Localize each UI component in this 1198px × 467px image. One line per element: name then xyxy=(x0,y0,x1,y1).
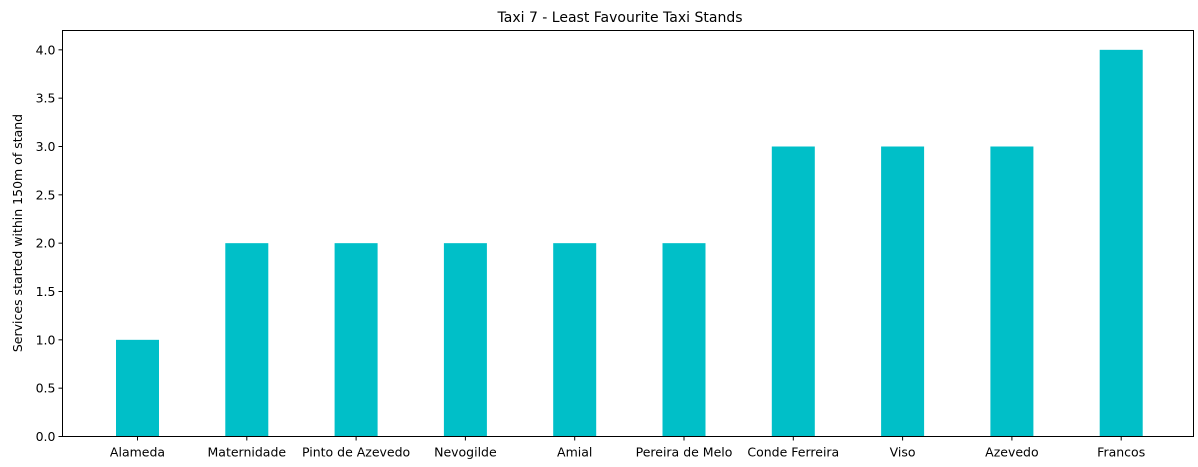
x-tick-label: Nevogilde xyxy=(434,445,497,460)
x-tick-label: Maternidade xyxy=(208,445,287,460)
bar-francos xyxy=(1099,49,1143,437)
x-tick-label: Alameda xyxy=(110,445,165,460)
bar-pereira-de-melo xyxy=(662,243,706,437)
y-axis: 0.0 0.5 1.0 1.5 2.0 2.5 3.0 3.5 4.0 xyxy=(36,42,63,444)
bar-alameda xyxy=(116,339,159,437)
x-tick-label: Conde Ferreira xyxy=(747,445,839,460)
plot-frame xyxy=(62,30,1194,437)
x-axis: Alameda Maternidade Pinto de Azevedo Nevogi… xyxy=(110,436,1145,460)
y-tick-label: 0.0 xyxy=(36,429,56,444)
x-tick-label: Azevedo xyxy=(985,445,1038,460)
bar-amial xyxy=(553,243,597,437)
bar-nevogilde xyxy=(443,243,487,437)
y-tick-label: 2.5 xyxy=(36,187,56,202)
bar-pinto-de-azevedo xyxy=(334,243,378,437)
x-tick-label: Pinto de Azevedo xyxy=(302,445,410,460)
y-tick-label: 4.0 xyxy=(36,42,56,57)
bar-viso xyxy=(881,146,925,437)
y-tick-label: 3.5 xyxy=(36,91,56,106)
bar-azevedo xyxy=(990,146,1034,437)
x-tick-label: Francos xyxy=(1097,445,1145,460)
x-tick-label: Viso xyxy=(890,445,916,460)
x-tick-label: Pereira de Melo xyxy=(636,445,733,460)
chart-title: Taxi 7 - Least Favourite Taxi Stands xyxy=(497,10,743,26)
y-tick-label: 2.0 xyxy=(36,236,56,251)
y-tick-label: 0.5 xyxy=(36,381,56,396)
y-axis-label: Services started within 150m of stand xyxy=(10,114,25,352)
y-tick-label: 1.5 xyxy=(36,284,56,299)
x-tick-label: Amial xyxy=(557,445,592,460)
bars-group xyxy=(116,49,1143,437)
bar-maternidade xyxy=(225,243,269,437)
bar-conde-ferreira xyxy=(771,146,815,437)
y-tick-label: 3.0 xyxy=(36,139,56,154)
y-tick-label: 1.0 xyxy=(36,332,56,347)
